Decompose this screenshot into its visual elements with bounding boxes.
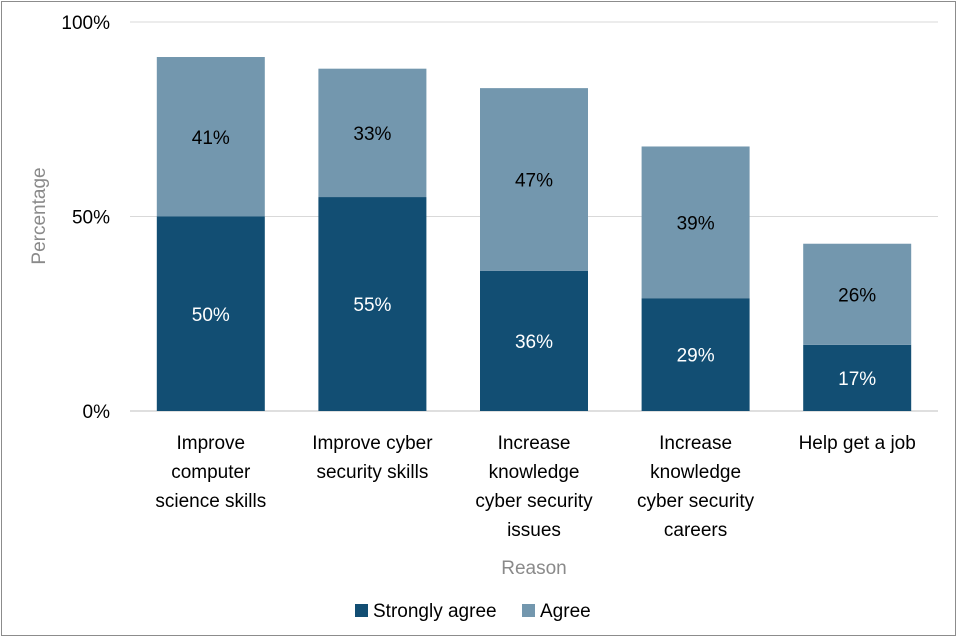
x-category-label: Increase knowledge cyber security issues — [475, 433, 593, 541]
y-tick-label: 100% — [61, 13, 110, 34]
y-axis-title: Percentage — [29, 167, 50, 264]
legend-swatch — [522, 604, 535, 617]
bar-segment — [803, 243, 912, 345]
x-axis-categories: Improve computer science skills Improve cyb… — [155, 433, 915, 541]
legend-label: Strongly agree — [373, 601, 497, 622]
data-label: 41% — [192, 128, 230, 149]
x-category-label: Improve computer science skills — [155, 433, 266, 512]
data-label: 36% — [515, 332, 553, 353]
bar-segment — [156, 216, 265, 411]
data-label: 47% — [515, 171, 553, 192]
data-label: 17% — [838, 369, 876, 390]
data-label: 50% — [192, 305, 230, 326]
bar-segment — [803, 344, 912, 411]
data-label: 55% — [353, 295, 391, 316]
data-labels: 50% 41% 55% 33% 36% 47% 29% 39% 17% 26% — [192, 124, 877, 390]
bar-segment — [480, 88, 588, 271]
data-label: 33% — [353, 124, 391, 145]
y-axis-ticks: 0% 50% 100% — [61, 13, 110, 423]
x-category-label: Improve cyber security skills — [312, 433, 433, 483]
y-tick-label: 0% — [83, 402, 111, 423]
data-label: 39% — [677, 213, 715, 234]
bar-segment — [480, 270, 588, 411]
x-axis-title: Reason — [501, 558, 567, 579]
legend-label: Agree — [540, 601, 591, 622]
bar-segment — [641, 298, 750, 411]
bar-segment — [318, 197, 427, 411]
x-category-label: Increase knowledge cyber security careers — [637, 433, 755, 541]
x-category-label: Help get a job — [799, 433, 916, 454]
y-tick-label: 50% — [72, 208, 110, 229]
bar-segment — [156, 57, 265, 217]
bars — [156, 57, 912, 411]
bar-segment — [318, 68, 427, 198]
data-label: 29% — [677, 346, 715, 367]
data-label: 26% — [838, 285, 876, 306]
legend-swatch — [355, 604, 368, 617]
legend: Strongly agree Agree — [355, 601, 591, 622]
bar-segment — [641, 146, 750, 299]
